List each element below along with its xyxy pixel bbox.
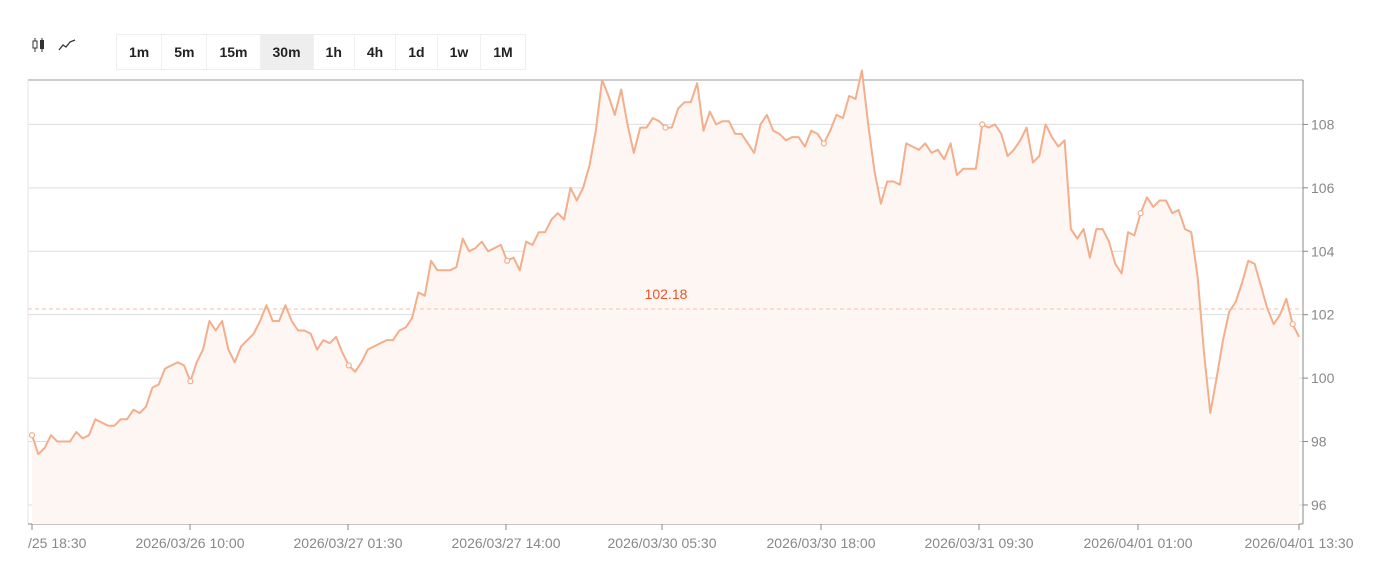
- timeframe-button-1h[interactable]: 1h: [314, 35, 355, 69]
- y-tick-label: 100: [1311, 370, 1335, 386]
- timeframe-button-1m[interactable]: 1m: [117, 35, 163, 69]
- x-tick-label: 2026/03/27 01:30: [294, 535, 403, 551]
- x-tick-label: 2026/04/01 13:30: [1245, 535, 1354, 551]
- x-tick-label: 2026/03/30 05:30: [608, 535, 717, 551]
- data-point-marker: [820, 140, 827, 147]
- timeframe-button-5m[interactable]: 5m: [162, 35, 208, 69]
- data-point-marker: [345, 362, 352, 369]
- timeframe-button-1w[interactable]: 1w: [438, 35, 482, 69]
- reference-line-label: 102.18: [645, 286, 688, 302]
- data-point-marker: [504, 257, 511, 264]
- y-tick-label: 104: [1311, 243, 1335, 259]
- timeframe-button-4h[interactable]: 4h: [355, 35, 397, 69]
- candlestick-icon[interactable]: [28, 36, 50, 54]
- y-tick-label: 102: [1311, 307, 1335, 323]
- line-chart-icon[interactable]: [56, 36, 78, 54]
- x-tick-label: 2026/03/30 18:00: [767, 535, 876, 551]
- data-point-marker: [979, 121, 986, 128]
- x-tick-label: 2026/04/01 01:00: [1084, 535, 1193, 551]
- x-tick-label: /25 18:30: [28, 535, 87, 551]
- timeframe-button-1d[interactable]: 1d: [396, 35, 438, 69]
- chart-toolbar: 1m 5m 15m 30m 1h 4h 1d 1w 1M: [28, 34, 526, 70]
- data-point-marker: [28, 432, 36, 439]
- timeframe-button-30m[interactable]: 30m: [260, 35, 314, 69]
- data-point-marker: [1289, 321, 1296, 328]
- y-tick-label: 96: [1311, 497, 1327, 513]
- y-tick-label: 98: [1311, 434, 1327, 450]
- timeframe-button-1M[interactable]: 1M: [493, 44, 513, 60]
- x-tick-label: 2026/03/26 10:00: [136, 535, 245, 551]
- y-tick-label: 108: [1311, 116, 1335, 132]
- data-point-marker: [662, 124, 669, 131]
- x-tick-label: 2026/03/31 09:30: [925, 535, 1034, 551]
- area-fill: [32, 70, 1299, 524]
- data-point-marker: [1137, 210, 1144, 217]
- chart-type-switcher: [28, 36, 78, 54]
- timeframe-button-15m[interactable]: 15m: [207, 35, 261, 69]
- timeframe-selector: 1m 5m 15m 30m 1h 4h 1d 1w 1M: [116, 34, 526, 70]
- data-point-marker: [187, 378, 194, 385]
- y-tick-label: 106: [1311, 180, 1335, 196]
- x-tick-label: 2026/03/27 14:00: [452, 535, 561, 551]
